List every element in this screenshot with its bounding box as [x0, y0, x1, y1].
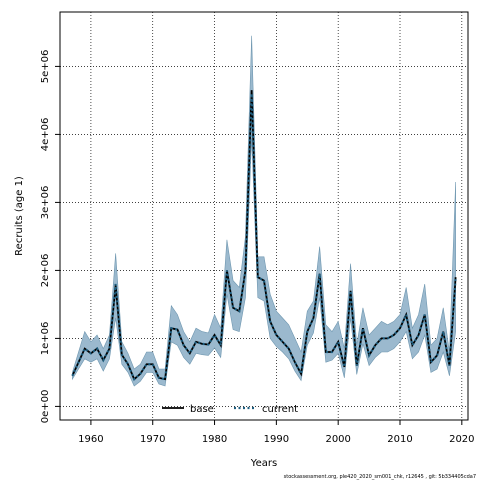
y-tick-label: 4e+06	[40, 118, 51, 152]
y-axis: 0e+00 1e+06 2e+06 3e+06 4e+06 5e+06	[40, 50, 60, 424]
y-tick-label: 3e+06	[40, 186, 51, 220]
y-tick-label: 0e+00	[40, 390, 51, 424]
x-tick-label: 2020	[449, 434, 474, 445]
legend-label-current: current	[262, 404, 298, 415]
y-axis-title: Recruits (age 1)	[14, 176, 25, 256]
x-tick-label: 1990	[264, 434, 289, 445]
y-tick-label: 1e+06	[40, 322, 51, 356]
legend: base current	[162, 404, 298, 415]
series-line-current	[71, 93, 457, 382]
confidence-band-area	[72, 35, 456, 387]
confidence-band	[72, 35, 456, 387]
plot-frame	[59, 11, 469, 421]
x-tick-label: 1960	[78, 434, 103, 445]
series-lines	[71, 90, 457, 382]
x-tick-label: 1980	[202, 434, 227, 445]
x-tick-label: 1970	[140, 434, 165, 445]
x-tick-label: 2010	[387, 434, 412, 445]
x-axis-title: Years	[250, 458, 277, 469]
legend-label-base: base	[190, 404, 214, 415]
x-tick-label: 2000	[325, 434, 350, 445]
x-axis: 1960 1970 1980 1990 2000 2010 2020	[78, 420, 475, 445]
y-tick-label: 2e+06	[40, 254, 51, 288]
footer-source-text: stockassessment.org, ple420_2020_sm001_c…	[284, 474, 476, 480]
y-tick-label: 5e+06	[40, 50, 51, 84]
